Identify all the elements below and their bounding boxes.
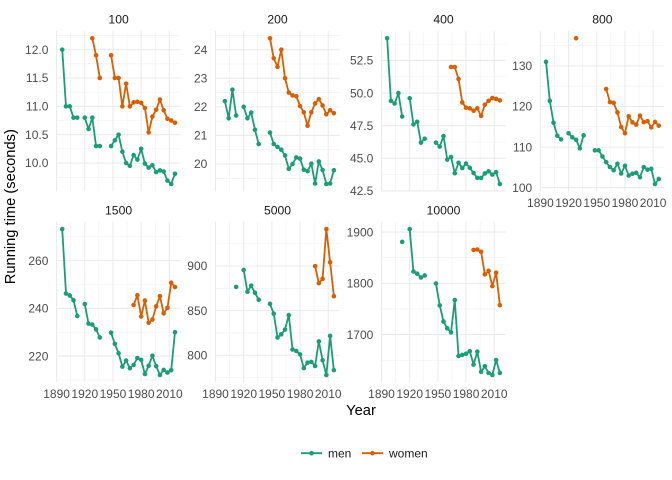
svg-text:800: 800 [592, 13, 613, 27]
svg-text:50.0: 50.0 [350, 86, 374, 100]
svg-text:1890: 1890 [527, 196, 554, 210]
svg-text:1920: 1920 [555, 196, 582, 210]
svg-text:10.5: 10.5 [25, 128, 49, 142]
svg-text:260: 260 [28, 254, 48, 268]
svg-text:120: 120 [512, 100, 532, 114]
svg-text:1700: 1700 [347, 328, 374, 342]
svg-text:11.0: 11.0 [26, 100, 49, 114]
svg-text:1890: 1890 [202, 387, 229, 401]
svg-text:23: 23 [194, 71, 208, 85]
svg-text:42.5: 42.5 [350, 184, 374, 198]
svg-text:Running time (seconds): Running time (seconds) [3, 129, 19, 284]
svg-text:1950: 1950 [100, 387, 127, 401]
svg-text:11.5: 11.5 [26, 71, 49, 85]
svg-text:5000: 5000 [264, 203, 291, 217]
svg-text:women: women [388, 446, 428, 460]
svg-text:12.0: 12.0 [25, 43, 49, 57]
svg-text:130: 130 [512, 59, 532, 73]
svg-text:men: men [328, 446, 351, 460]
svg-text:45.0: 45.0 [350, 152, 374, 166]
svg-text:52.5: 52.5 [350, 54, 374, 68]
svg-text:400: 400 [433, 13, 454, 27]
svg-text:100: 100 [108, 13, 129, 27]
svg-text:1890: 1890 [43, 387, 70, 401]
svg-text:1800: 1800 [347, 277, 374, 291]
svg-text:10.0: 10.0 [25, 156, 49, 170]
svg-text:21: 21 [194, 129, 208, 143]
svg-text:2010: 2010 [640, 196, 667, 210]
svg-text:200: 200 [267, 13, 288, 27]
svg-text:110: 110 [513, 140, 532, 154]
svg-text:22: 22 [194, 100, 208, 114]
svg-text:20: 20 [194, 157, 208, 171]
svg-text:800: 800 [187, 348, 207, 362]
svg-text:240: 240 [28, 302, 48, 316]
svg-text:1500: 1500 [105, 203, 132, 217]
svg-text:24: 24 [194, 43, 208, 57]
svg-text:1920: 1920 [230, 387, 257, 401]
svg-text:1890: 1890 [368, 387, 395, 401]
svg-text:850: 850 [187, 304, 207, 318]
svg-text:1980: 1980 [287, 387, 314, 401]
svg-text:1900: 1900 [347, 225, 374, 239]
svg-text:2010: 2010 [156, 387, 183, 401]
svg-text:1920: 1920 [396, 387, 423, 401]
svg-text:1980: 1980 [128, 387, 155, 401]
svg-text:10000: 10000 [427, 203, 461, 217]
svg-text:100: 100 [512, 181, 532, 195]
svg-text:1980: 1980 [453, 387, 480, 401]
svg-text:2010: 2010 [481, 387, 508, 401]
svg-text:220: 220 [28, 349, 48, 363]
svg-text:1950: 1950 [259, 387, 286, 401]
svg-text:47.5: 47.5 [350, 119, 374, 133]
svg-text:1920: 1920 [71, 387, 98, 401]
svg-text:1950: 1950 [583, 196, 610, 210]
svg-text:1980: 1980 [612, 196, 639, 210]
svg-text:900: 900 [187, 259, 207, 273]
svg-text:Year: Year [346, 403, 376, 419]
svg-text:2010: 2010 [315, 387, 342, 401]
svg-text:1950: 1950 [425, 387, 452, 401]
